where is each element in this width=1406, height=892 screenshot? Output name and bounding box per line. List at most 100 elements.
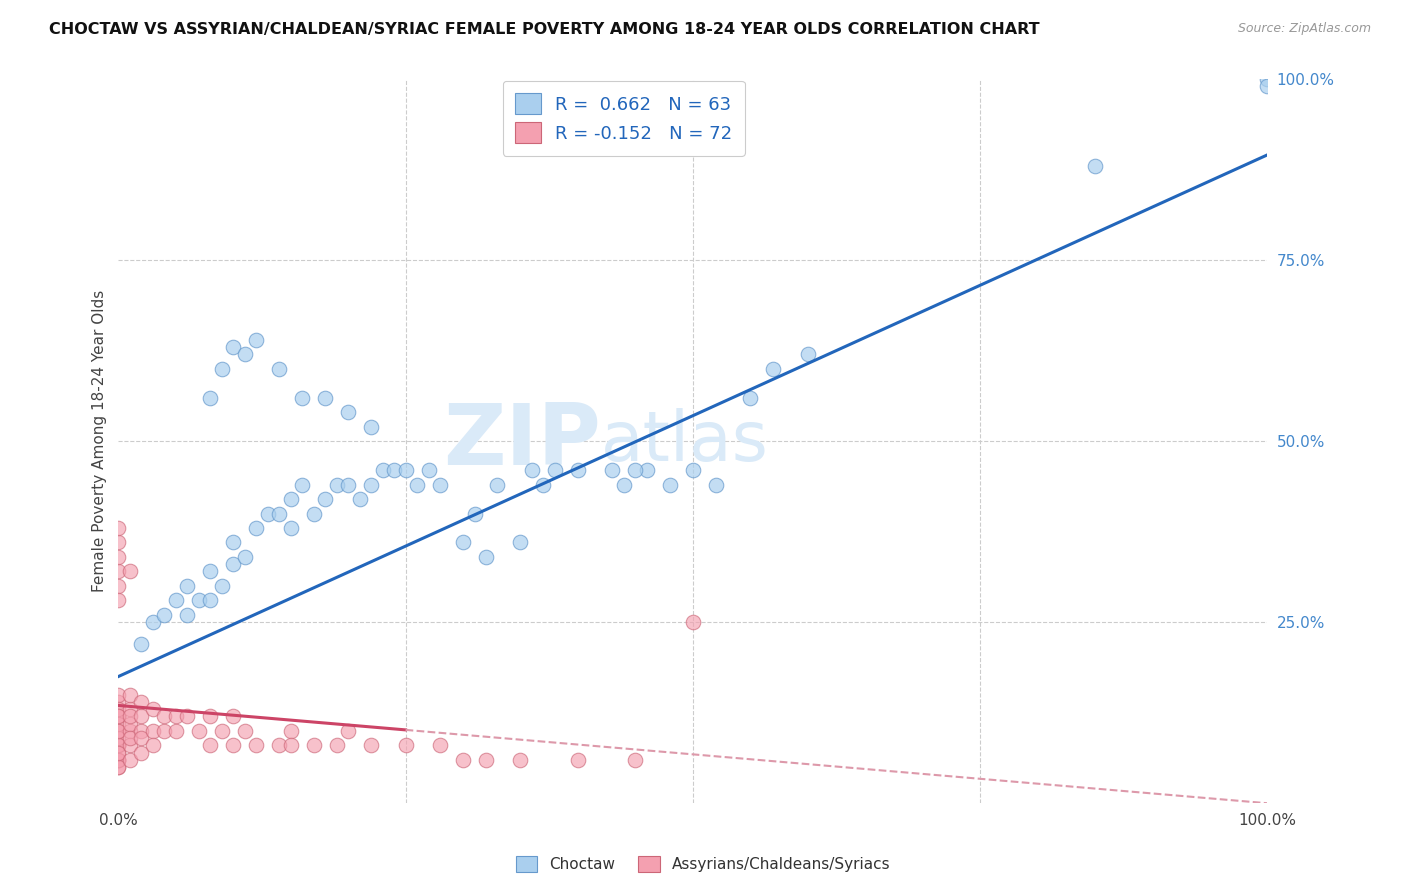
Text: atlas: atlas [600, 408, 769, 475]
Point [107, 549, 129, 564]
Point [337, 477, 360, 491]
Point [200, 709, 222, 723]
Point [187, 723, 209, 738]
Point [165, 593, 187, 607]
Point [291, 477, 314, 491]
Point [256, 507, 278, 521]
Point [382, 463, 405, 477]
Point [475, 753, 498, 767]
Point [200, 391, 222, 405]
Point [107, 739, 129, 753]
Point [280, 723, 302, 738]
Point [200, 739, 222, 753]
Point [509, 753, 531, 767]
Point [118, 702, 141, 716]
Point [1256, 72, 1278, 87]
Point [118, 565, 141, 579]
Point [451, 753, 474, 767]
Point [704, 477, 727, 491]
Point [107, 709, 129, 723]
Point [107, 753, 129, 767]
Point [233, 723, 256, 738]
Point [245, 333, 267, 347]
Point [349, 491, 371, 506]
Point [131, 637, 153, 651]
Point [682, 463, 704, 477]
Point [291, 391, 314, 405]
Point [280, 491, 302, 506]
Point [682, 615, 704, 629]
Point [107, 739, 129, 753]
Point [118, 723, 141, 738]
Point [486, 477, 509, 491]
Point [142, 723, 165, 738]
Point [107, 739, 129, 753]
Point [394, 739, 416, 753]
Point [153, 723, 176, 738]
Point [153, 607, 176, 622]
Point [211, 579, 233, 593]
Point [107, 695, 129, 709]
Point [107, 702, 129, 716]
Point [429, 477, 451, 491]
Point [142, 615, 165, 629]
Point [165, 723, 187, 738]
Point [131, 723, 153, 738]
Point [544, 463, 567, 477]
Point [1084, 159, 1107, 173]
Point [394, 463, 416, 477]
Point [107, 688, 129, 702]
Point [567, 463, 589, 477]
Text: Source: ZipAtlas.com: Source: ZipAtlas.com [1237, 22, 1371, 36]
Point [107, 723, 129, 738]
Point [142, 702, 165, 716]
Point [245, 739, 267, 753]
Point [222, 558, 245, 572]
Point [1256, 79, 1278, 94]
Point [602, 463, 624, 477]
Legend: R =  0.662   N = 63, R = -0.152   N = 72: R = 0.662 N = 63, R = -0.152 N = 72 [503, 81, 745, 156]
Point [107, 709, 129, 723]
Point [337, 405, 360, 419]
Point [302, 739, 325, 753]
Point [314, 491, 336, 506]
Point [509, 535, 531, 549]
Point [520, 463, 543, 477]
Point [475, 549, 498, 564]
Point [131, 709, 153, 723]
Point [280, 739, 302, 753]
Point [107, 760, 129, 774]
Point [302, 507, 325, 521]
Point [624, 753, 647, 767]
Point [360, 477, 382, 491]
Point [613, 477, 636, 491]
Point [131, 731, 153, 745]
Point [325, 739, 347, 753]
Point [107, 709, 129, 723]
Point [107, 565, 129, 579]
Point [463, 507, 485, 521]
Text: CHOCTAW VS ASSYRIAN/CHALDEAN/SYRIAC FEMALE POVERTY AMONG 18-24 YEAR OLDS CORRELA: CHOCTAW VS ASSYRIAN/CHALDEAN/SYRIAC FEMA… [49, 22, 1040, 37]
Point [176, 709, 198, 723]
Point [222, 739, 245, 753]
Point [371, 463, 394, 477]
Point [451, 535, 474, 549]
Point [187, 593, 209, 607]
Point [107, 535, 129, 549]
Point [406, 477, 429, 491]
Point [533, 477, 555, 491]
Point [107, 760, 129, 774]
Point [118, 716, 141, 731]
Point [314, 391, 336, 405]
Point [211, 723, 233, 738]
Point [567, 753, 589, 767]
Point [280, 521, 302, 535]
Point [658, 477, 681, 491]
Point [233, 347, 256, 361]
Point [245, 521, 267, 535]
Point [269, 361, 291, 376]
Point [107, 521, 129, 535]
Point [165, 709, 187, 723]
Point [636, 463, 658, 477]
Point [131, 695, 153, 709]
